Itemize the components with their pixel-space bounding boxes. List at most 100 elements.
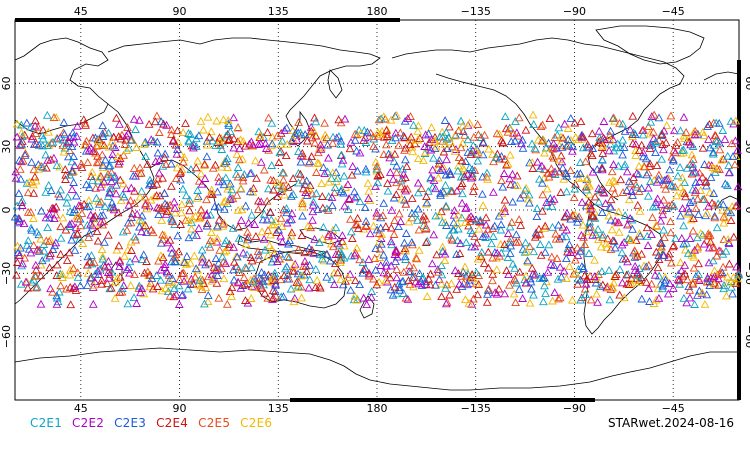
- observation-marker: [529, 119, 539, 128]
- observation-marker: [584, 249, 594, 257]
- observation-marker: [544, 240, 554, 249]
- observation-marker: [691, 204, 701, 212]
- observation-marker: [578, 220, 588, 229]
- observation-marker: [437, 207, 446, 216]
- observation-marker: [286, 231, 296, 240]
- observation-marker: [689, 167, 699, 176]
- observation-marker: [23, 236, 33, 245]
- observation-marker: [483, 174, 492, 183]
- observation-marker: [710, 131, 720, 139]
- observation-marker: [422, 292, 432, 300]
- observation-marker: [129, 293, 139, 302]
- observation-marker: [375, 244, 385, 253]
- y-tick-label-left: 0: [0, 207, 13, 214]
- observation-marker: [107, 203, 117, 212]
- observation-marker: [604, 265, 614, 274]
- observation-marker: [520, 247, 530, 256]
- observation-marker: [406, 267, 416, 276]
- observation-marker: [234, 222, 243, 231]
- observation-marker: [680, 178, 689, 187]
- observation-marker: [355, 197, 365, 206]
- observation-marker: [630, 275, 640, 284]
- observation-marker: [363, 127, 372, 136]
- observation-marker: [28, 131, 37, 140]
- observation-marker: [15, 164, 25, 173]
- observation-marker: [385, 167, 395, 176]
- observation-marker: [728, 152, 738, 161]
- observation-marker: [597, 163, 607, 172]
- observation-marker: [196, 205, 206, 214]
- observation-marker: [364, 269, 374, 278]
- observation-marker: [607, 225, 617, 234]
- observation-marker: [204, 258, 214, 267]
- observation-marker: [511, 230, 521, 239]
- observation-marker: [587, 129, 597, 138]
- observation-marker: [610, 243, 620, 252]
- observation-marker: [248, 141, 258, 150]
- observation-marker: [396, 182, 406, 191]
- observation-marker: [374, 228, 384, 237]
- observation-marker: [73, 121, 82, 130]
- observation-marker: [554, 123, 564, 132]
- observation-marker: [103, 268, 113, 277]
- observation-marker: [214, 202, 223, 211]
- observation-marker: [353, 223, 363, 232]
- observation-marker: [194, 176, 204, 185]
- observation-marker: [358, 257, 368, 266]
- observation-marker: [577, 173, 587, 182]
- observation-marker: [167, 248, 177, 257]
- observation-marker: [499, 169, 509, 177]
- observation-marker: [67, 184, 77, 193]
- observation-marker: [48, 245, 58, 253]
- observation-marker: [141, 220, 150, 229]
- observation-marker: [698, 230, 708, 239]
- observation-marker: [708, 163, 718, 172]
- observation-marker: [119, 192, 129, 201]
- observation-marker: [568, 146, 577, 155]
- observation-marker: [667, 258, 676, 267]
- legend-c2e4: C2E4: [156, 416, 189, 430]
- observation-marker: [199, 278, 209, 287]
- observation-marker: [573, 250, 583, 259]
- observation-marker: [585, 189, 594, 198]
- observation-marker: [126, 237, 136, 246]
- observation-marker: [718, 205, 727, 214]
- observation-marker: [207, 276, 217, 285]
- observation-marker: [478, 172, 487, 181]
- observation-marker: [456, 172, 466, 181]
- observation-marker: [350, 193, 360, 202]
- observation-marker: [371, 265, 381, 274]
- observation-marker: [48, 137, 58, 146]
- observation-marker: [637, 249, 646, 258]
- observation-marker: [92, 193, 101, 202]
- observation-marker: [427, 123, 436, 132]
- observation-marker: [678, 187, 688, 196]
- observation-marker: [422, 198, 432, 207]
- observation-marker: [227, 291, 236, 300]
- observation-marker: [105, 284, 115, 293]
- observation-marker: [370, 253, 380, 262]
- observation-marker: [122, 146, 132, 154]
- observation-marker: [404, 217, 414, 226]
- observation-marker: [570, 184, 580, 193]
- observation-marker: [253, 247, 263, 256]
- observation-marker: [632, 168, 642, 177]
- observation-marker: [323, 232, 333, 241]
- observation-marker: [379, 150, 389, 158]
- observation-marker: [414, 245, 424, 254]
- observation-marker: [14, 214, 23, 222]
- observation-marker: [16, 120, 26, 129]
- observation-marker: [423, 143, 433, 152]
- observation-marker: [388, 290, 398, 299]
- observation-marker: [582, 185, 591, 194]
- observation-marker: [593, 297, 602, 306]
- observation-marker: [396, 176, 406, 185]
- observation-marker: [263, 293, 273, 302]
- observation-marker: [269, 254, 278, 263]
- observation-marker: [472, 279, 481, 288]
- observation-marker: [604, 211, 614, 220]
- observation-marker: [211, 140, 221, 149]
- observation-marker: [223, 199, 232, 208]
- observation-marker: [103, 169, 113, 178]
- observation-marker: [29, 188, 39, 197]
